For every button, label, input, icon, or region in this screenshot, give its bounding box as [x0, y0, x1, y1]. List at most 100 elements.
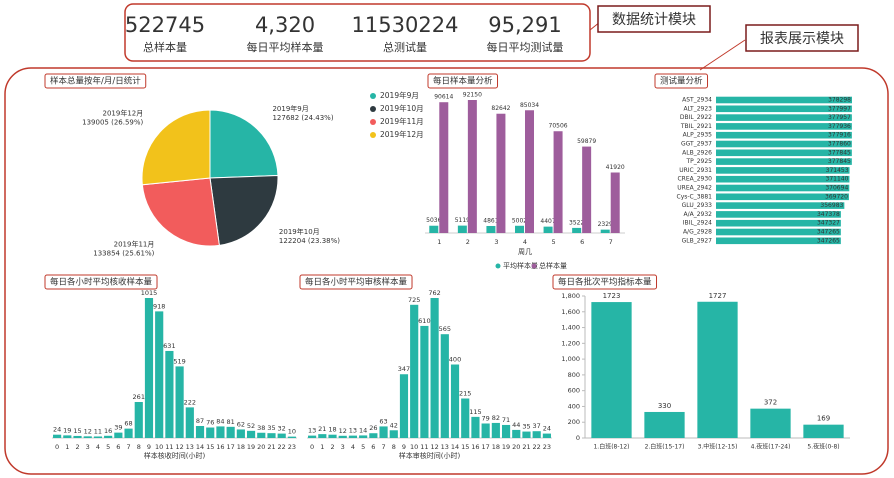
bar — [716, 175, 850, 183]
y-tick-label: DBIL_2922 — [680, 114, 712, 121]
bar — [716, 184, 850, 192]
value-label: 4861 — [483, 217, 498, 224]
y-tick-label: ALT_2923 — [683, 105, 712, 112]
y-tick-label: CREA_2930 — [677, 176, 712, 183]
value-label: 1015 — [141, 289, 158, 297]
legend-swatch — [370, 106, 376, 112]
y-tick-label: 0 — [576, 434, 580, 442]
y-tick-label: GLU_2933 — [682, 202, 713, 209]
x-tick-label: 6 — [580, 238, 584, 246]
x-tick-label: 9 — [147, 443, 151, 451]
legend-label: 平均样本量 — [503, 261, 538, 270]
bar — [195, 426, 205, 438]
value-label: 14 — [359, 426, 367, 434]
chart-title: 每日各批次平均指标本量 — [558, 277, 652, 288]
legend-swatch — [370, 119, 376, 125]
legend-label: 总样本量 — [539, 261, 567, 270]
callout-box — [597, 5, 711, 33]
bar — [144, 298, 154, 438]
value-label: 37 — [533, 422, 541, 430]
bar — [63, 435, 72, 438]
value-label: 18 — [328, 426, 336, 434]
y-tick-label: A/G_2928 — [683, 229, 712, 236]
bar — [429, 225, 439, 233]
callout: 报表展示模块 — [760, 31, 844, 47]
x-tick-label: 7 — [126, 443, 130, 451]
x-tick-label: 16 — [471, 443, 479, 451]
bar — [83, 436, 92, 438]
x-tick-label: 3 — [494, 238, 498, 246]
value-label: 3522 — [569, 219, 584, 226]
value-label: 631 — [163, 342, 175, 350]
kpi-label: 总样本量 — [143, 40, 187, 54]
bar — [134, 402, 143, 438]
y-tick-label: UREA_2942 — [677, 185, 712, 192]
bar — [461, 398, 470, 438]
bar — [582, 146, 592, 233]
value-label: 10 — [288, 428, 296, 436]
value-label: 13 — [308, 427, 316, 435]
kpi-value: 4,320 — [255, 13, 315, 37]
value-label: 70506 — [549, 123, 568, 130]
callout-pointer — [699, 39, 746, 71]
value-label: 11 — [94, 427, 102, 435]
legend-swatch — [495, 263, 501, 269]
x-tick-label: 0 — [310, 443, 314, 451]
y-tick-label: 800 — [568, 371, 580, 379]
x-tick-label: 13 — [186, 443, 194, 451]
x-tick-label: 2 — [466, 238, 470, 246]
bar — [716, 167, 850, 174]
callout-box — [745, 24, 859, 52]
x-tick-label: 21 — [522, 443, 530, 451]
bar — [610, 172, 620, 233]
value-label: 565 — [439, 325, 451, 333]
bar — [328, 434, 337, 438]
x-tick-label: 12 — [175, 443, 183, 451]
bar — [104, 435, 113, 438]
kpi-label: 总测试量 — [383, 40, 427, 54]
bar — [716, 228, 841, 236]
bar — [246, 430, 256, 438]
x-axis-label: 样本核收时间(小时) — [144, 451, 206, 460]
x-tick-label: 20 — [512, 443, 520, 451]
bar — [226, 426, 235, 438]
bar — [522, 431, 531, 438]
value-label: 71 — [502, 416, 510, 424]
value-label: 725 — [408, 296, 420, 304]
bar — [467, 100, 477, 233]
value-label: 222 — [184, 398, 196, 406]
y-tick-label: URIC_2931 — [679, 167, 712, 174]
y-tick-label: TP_2925 — [685, 158, 712, 165]
x-tick-label: 2 — [75, 443, 79, 451]
pie-label: 2019年12月 — [103, 109, 144, 118]
value-label: 82642 — [491, 105, 510, 112]
bar — [440, 334, 449, 438]
bar — [338, 435, 347, 438]
value-label: 1727 — [709, 292, 727, 300]
value-label: 59879 — [577, 138, 596, 145]
value-label: 115 — [469, 408, 481, 416]
bar — [716, 96, 852, 104]
legend-label: 2019年9月 — [380, 90, 419, 100]
x-tick-label: 21 — [267, 443, 275, 451]
chart-title-box — [654, 73, 709, 89]
bar — [114, 432, 123, 438]
chart-title-box — [552, 274, 658, 290]
bar — [716, 123, 852, 130]
value-label: 347265 — [817, 237, 840, 244]
bar — [532, 431, 541, 438]
x-tick-label: 16 — [216, 443, 224, 451]
bar — [481, 423, 490, 438]
value-label: 5002 — [512, 217, 527, 224]
y-tick-label: GGT_2937 — [681, 141, 712, 148]
value-label: 41920 — [606, 164, 625, 171]
x-tick-label: 22 — [278, 443, 286, 451]
x-tick-label: 1 — [320, 443, 324, 451]
x-tick-label: 5 — [361, 443, 365, 451]
pie-value-label: 127682 (24.43%) — [272, 114, 333, 122]
x-tick-label: 23 — [288, 443, 296, 451]
y-tick-label: A/A_2932 — [684, 211, 713, 218]
x-tick-label: 4 — [351, 443, 355, 451]
bar — [267, 433, 276, 438]
bar — [803, 424, 844, 438]
